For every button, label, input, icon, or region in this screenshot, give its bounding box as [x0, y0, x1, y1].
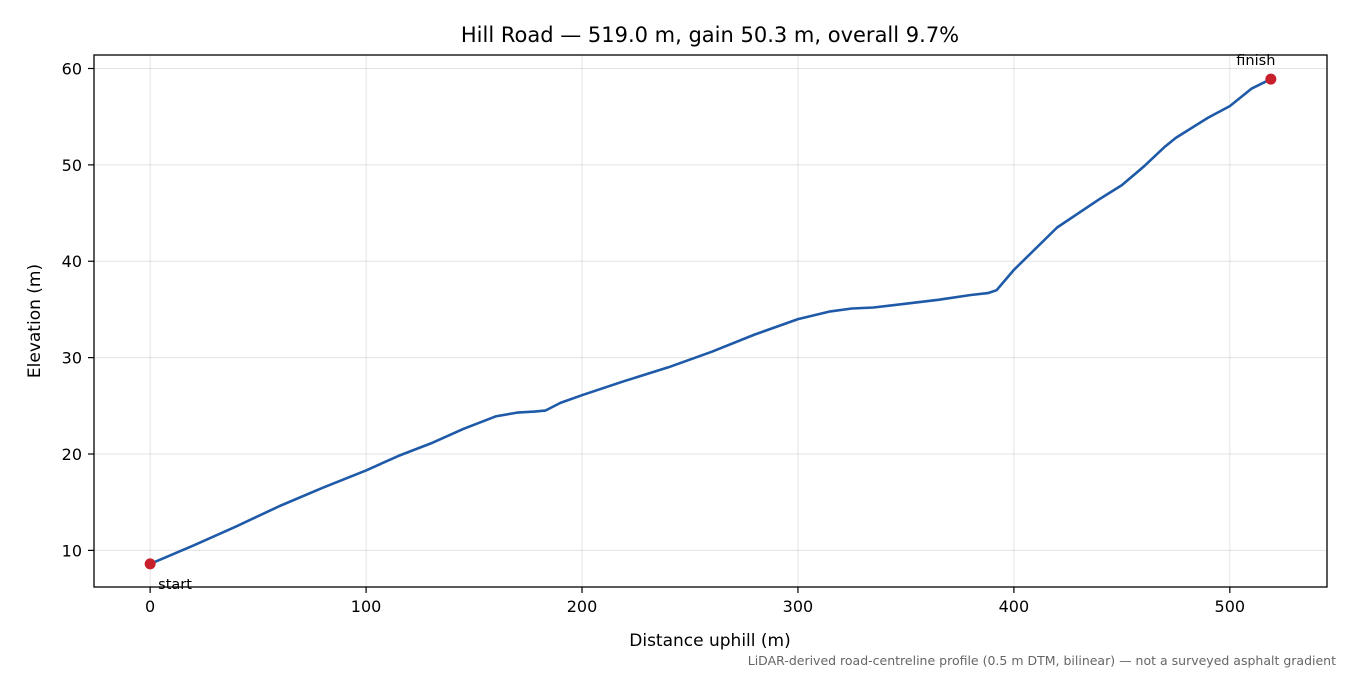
plot-frame: [93, 54, 1328, 588]
marker-layer: start finish: [144, 53, 1277, 593]
x-tick-label: 300: [783, 597, 814, 616]
y-tick-label: 30: [62, 349, 82, 368]
grid: [94, 55, 1327, 587]
x-tick-label: 100: [351, 597, 382, 616]
axis-ticks: 0 100 200 300 400 500 10 20 30 40 50 60: [62, 59, 1245, 616]
footnote: LiDAR-derived road-centreline profile (0…: [748, 653, 1336, 668]
y-tick-label: 10: [62, 541, 82, 560]
y-tick-label: 60: [62, 59, 82, 78]
x-tick-label: 200: [567, 597, 598, 616]
x-tick-label: 0: [145, 597, 155, 616]
elevation-profile-line: [148, 77, 1273, 566]
x-tick-label: 400: [999, 597, 1030, 616]
series-layer: [148, 77, 1273, 566]
y-axis-label: Elevation (m): [25, 264, 45, 378]
finish-marker: [1265, 73, 1277, 85]
y-tick-label: 20: [62, 445, 82, 464]
x-tick-label: 500: [1215, 597, 1246, 616]
chart-title: Hill Road — 519.0 m, gain 50.3 m, overal…: [461, 23, 959, 47]
x-axis-label: Distance uphill (m): [629, 631, 790, 651]
start-marker: [144, 558, 156, 570]
y-tick-label: 40: [62, 252, 82, 271]
finish-label: finish: [1236, 53, 1275, 69]
y-tick-label: 50: [62, 156, 82, 175]
start-label: start: [158, 577, 192, 593]
